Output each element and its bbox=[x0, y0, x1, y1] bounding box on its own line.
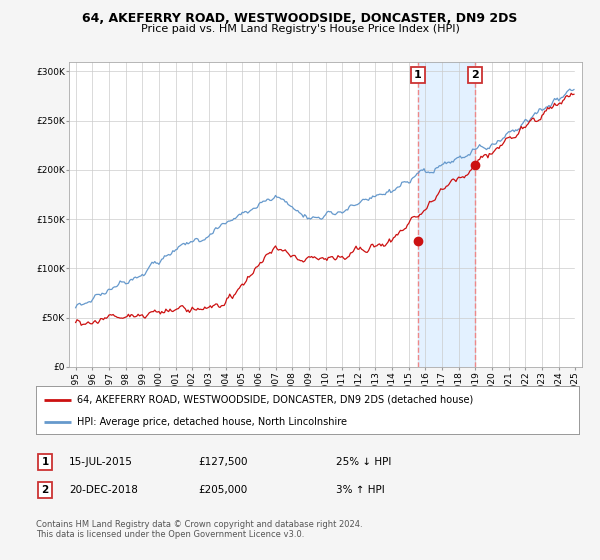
Text: 64, AKEFERRY ROAD, WESTWOODSIDE, DONCASTER, DN9 2DS: 64, AKEFERRY ROAD, WESTWOODSIDE, DONCAST… bbox=[82, 12, 518, 25]
Text: 1: 1 bbox=[414, 71, 422, 80]
Text: 1: 1 bbox=[41, 457, 49, 467]
Text: 25% ↓ HPI: 25% ↓ HPI bbox=[336, 457, 391, 467]
Text: 2: 2 bbox=[41, 485, 49, 495]
Text: HPI: Average price, detached house, North Lincolnshire: HPI: Average price, detached house, Nort… bbox=[77, 417, 347, 427]
Bar bbox=[575, 62, 582, 367]
Text: Contains HM Land Registry data © Crown copyright and database right 2024.
This d: Contains HM Land Registry data © Crown c… bbox=[36, 520, 362, 539]
Text: Price paid vs. HM Land Registry's House Price Index (HPI): Price paid vs. HM Land Registry's House … bbox=[140, 24, 460, 34]
Text: 20-DEC-2018: 20-DEC-2018 bbox=[69, 485, 138, 495]
Text: 2: 2 bbox=[471, 71, 479, 80]
Text: 15-JUL-2015: 15-JUL-2015 bbox=[69, 457, 133, 467]
Text: £127,500: £127,500 bbox=[198, 457, 248, 467]
Text: 3% ↑ HPI: 3% ↑ HPI bbox=[336, 485, 385, 495]
Bar bbox=[418, 62, 475, 367]
Text: £205,000: £205,000 bbox=[198, 485, 247, 495]
Text: 64, AKEFERRY ROAD, WESTWOODSIDE, DONCASTER, DN9 2DS (detached house): 64, AKEFERRY ROAD, WESTWOODSIDE, DONCAST… bbox=[77, 395, 473, 405]
